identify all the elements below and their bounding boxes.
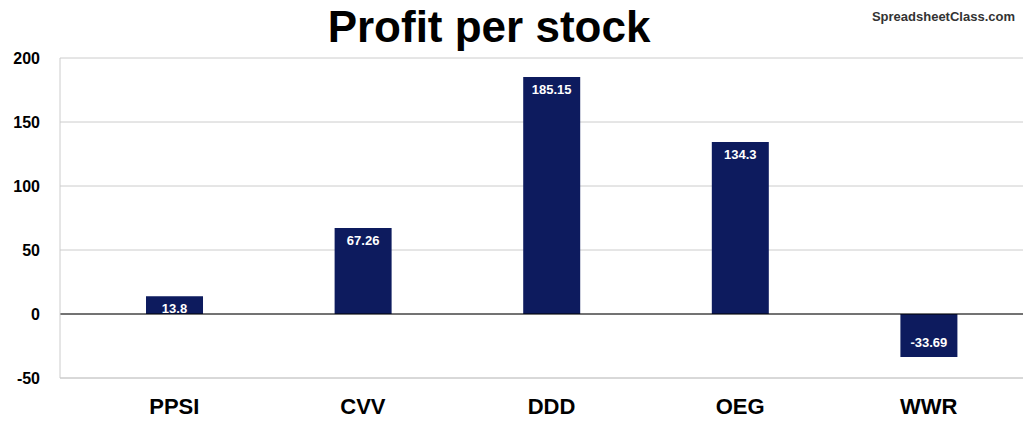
svg-text:-50: -50 (17, 370, 40, 387)
html-text:Profit per stock: Profit per stock (327, 2, 651, 51)
svg-text:CVV: CVV (340, 394, 386, 419)
svg-text:200: 200 (13, 50, 40, 67)
svg-text:100: 100 (13, 178, 40, 195)
svg-text:67.26: 67.26 (347, 233, 380, 248)
svg-text:WWR: WWR (900, 394, 958, 419)
svg-text:185.15: 185.15 (532, 82, 572, 97)
html-text:SpreadsheetClass.com: SpreadsheetClass.com (871, 9, 1015, 24)
svg-text:0: 0 (31, 306, 40, 323)
svg-text:PPSI: PPSI (149, 394, 199, 419)
svg-text:150: 150 (13, 114, 40, 131)
svg-text:OEG: OEG (716, 394, 765, 419)
svg-text:-33.69: -33.69 (910, 335, 947, 350)
svg-text:DDD: DDD (528, 394, 576, 419)
svg-text:134.3: 134.3 (724, 147, 757, 162)
svg-text:50: 50 (22, 242, 40, 259)
svg-text:13.8: 13.8 (162, 301, 187, 316)
